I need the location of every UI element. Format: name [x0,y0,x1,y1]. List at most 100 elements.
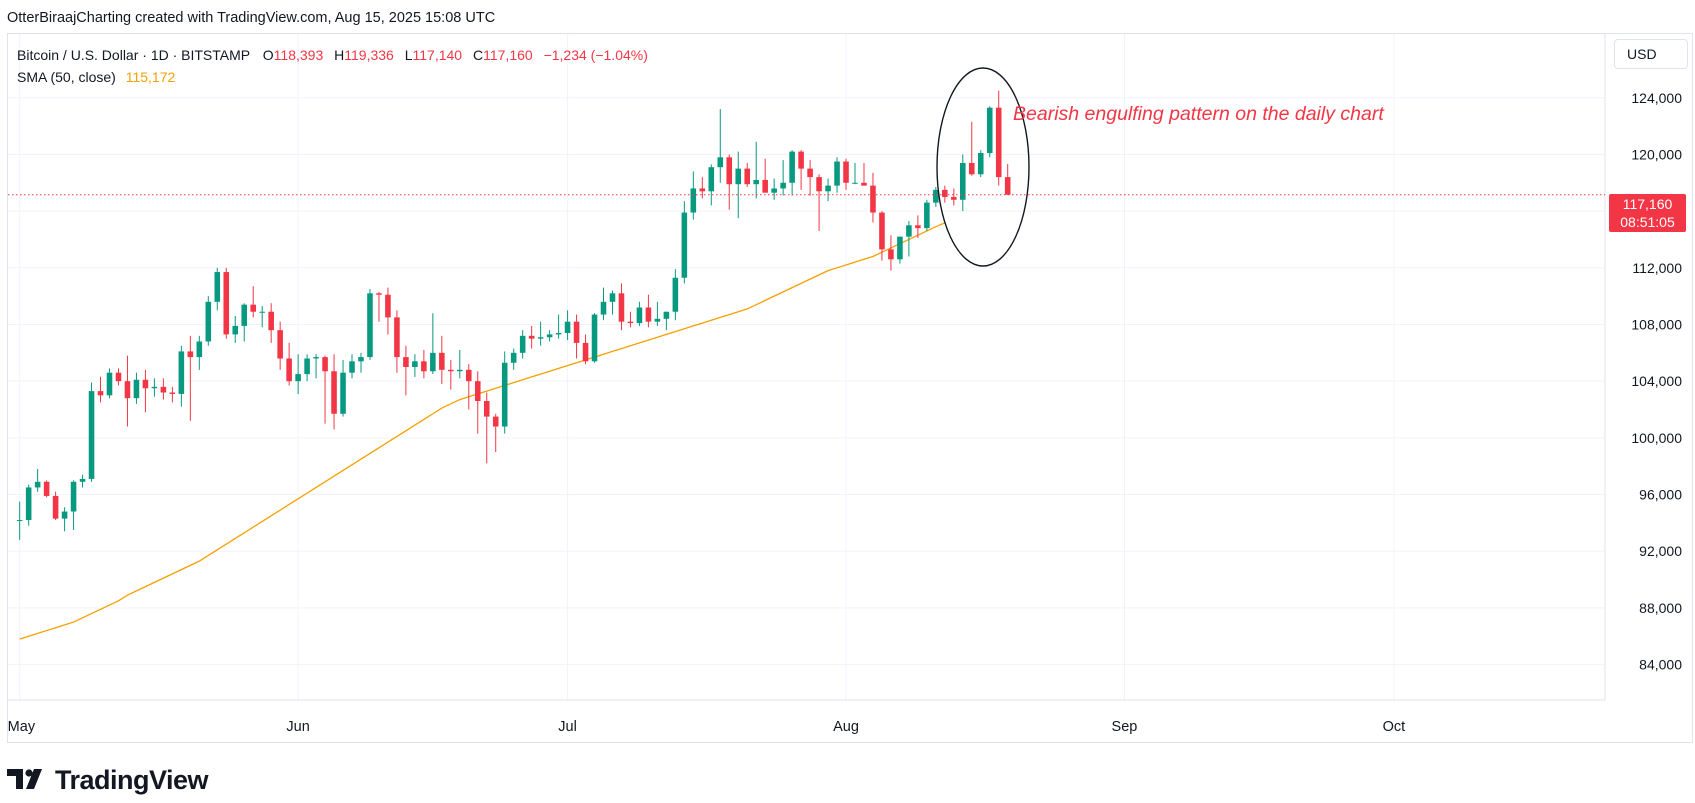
candle-up [340,359,346,417]
candle-body [960,162,966,200]
candle-body [115,372,122,382]
sma-indicator-label[interactable]: SMA (50, close) [17,69,116,85]
candle-up [259,306,265,328]
open-label: O [262,47,274,63]
candle-down [798,150,804,190]
candle-body [879,212,885,250]
sma-layer [19,222,946,640]
candle-body [241,304,248,326]
y-tick-label: 112,000 [1632,260,1682,276]
currency-button[interactable]: USD [1614,39,1688,69]
candle-down [879,211,885,261]
candle-body [699,188,706,192]
symbol-title[interactable]: Bitcoin / U.S. Dollar · 1D · BITSTAMP [17,47,250,63]
candle-down [403,345,409,396]
candle-body [322,357,328,372]
candle-body [483,401,490,417]
x-tick-label: May [8,719,36,735]
candle-down [250,286,256,318]
x-tick-label: Aug [833,719,859,735]
y-tick-label: 108,000 [1631,316,1682,332]
candle-down [223,267,230,339]
candle-down [483,392,490,464]
candle-body [555,332,562,335]
candle-down [861,162,867,186]
candle-up [178,345,185,407]
candle-body [223,272,230,335]
candle-body [25,487,32,521]
candle-up [564,310,571,341]
change-value: −1,234 (−1.04%) [543,47,648,63]
candle-body [510,352,517,363]
tradingview-logo-text: TradingView [55,764,209,795]
candle-body [681,212,688,278]
candle-up [358,352,364,373]
candle-up [654,301,661,326]
candle-body [61,511,68,519]
candle-body [528,335,535,339]
candle-body [457,369,463,372]
candle-down [582,334,589,365]
candle-body [906,225,912,237]
candle-down [951,188,957,206]
candle-body [645,307,652,322]
candle-body [474,381,481,402]
candle-up [986,106,993,158]
candle-up [196,335,203,370]
sma-indicator-value: 115,172 [125,69,176,85]
candle-down [169,386,176,403]
candle-body [358,357,364,362]
candle-down [124,355,131,427]
open-value: 118,393 [273,47,324,63]
candle-body [142,379,149,389]
candle-down [744,162,751,188]
candle-body [546,334,553,338]
candle-up [133,372,140,404]
y-tick-label: 96,000 [1639,487,1682,503]
candle-body [304,358,310,375]
candle-body [627,321,634,324]
candle-body [537,337,544,339]
candle-up [771,178,777,200]
candle-body [106,372,113,396]
candle-up [735,151,742,219]
candle-body [986,107,993,154]
candle-body [52,495,59,519]
chart-attribution: OtterBiraajCharting created with Trading… [7,10,496,26]
candle-body [834,161,840,186]
candle-body [205,301,212,342]
candle-down [465,364,472,410]
candle-up [906,221,912,257]
sma-line [19,222,946,640]
candle-body [349,361,355,373]
candle-down [1004,163,1011,195]
candle-down [807,160,813,196]
candle-body [888,249,894,260]
candle-body [340,372,346,414]
candle-up [537,321,544,346]
tradingview-logo[interactable]: TradingView [7,764,209,795]
x-axis: May Jun Jul Aug Sep Oct [8,719,1406,735]
candle-up [88,382,95,482]
candle-body [825,185,831,192]
last-price-tag: 117,160 08:51:05 [1609,194,1686,232]
candle-body [448,369,454,372]
chart-frame [7,33,1693,743]
candle-down [322,355,328,424]
candle-body [744,168,751,185]
candle-down [995,90,1002,186]
x-tick-label: Jul [558,719,577,735]
candle-body [672,277,679,312]
candle-up [61,507,68,532]
candle-body [88,391,95,479]
candle-body [870,185,876,213]
candle-body [924,202,930,229]
candle-body [780,182,786,189]
candle-up [313,354,319,379]
candle-body [43,481,50,496]
candle-body [385,294,391,318]
candle-body [816,177,822,192]
candle-up [834,157,840,193]
candle-down [915,215,921,239]
